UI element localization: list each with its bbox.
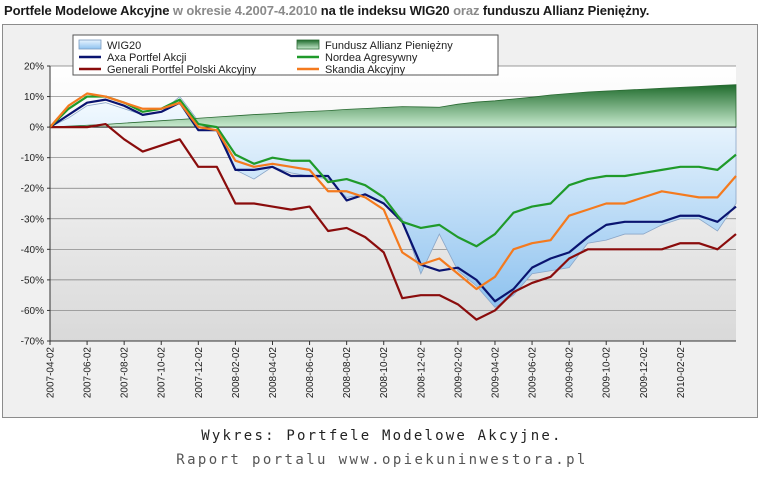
y-tick-label-9: -70%	[21, 337, 44, 348]
y-tick-label-7: -50%	[21, 275, 44, 286]
x-tick-label-9: 2008-10-02	[379, 347, 390, 399]
x-tick-label-3: 2007-10-02	[157, 347, 168, 399]
title-part-4: oraz	[449, 3, 483, 18]
line-series-4	[50, 122, 737, 321]
x-tick-label-12: 2009-04-02	[490, 347, 501, 399]
x-tick-label-16: 2009-12-02	[639, 347, 650, 399]
legend-label-3: Nordea Agresywny	[325, 52, 418, 64]
x-tick-label-5: 2008-02-02	[231, 347, 242, 399]
legend-label-4: Generali Portfel Polski Akcyjny	[107, 64, 257, 76]
y-tick-label-5: -30%	[21, 214, 44, 225]
legend-box	[72, 34, 499, 76]
legend-label-1: Fundusz Allianz Pieniężny	[325, 40, 453, 52]
y-tick-label-4: -20%	[21, 184, 44, 195]
x-tick-label-8: 2008-08-02	[342, 347, 353, 399]
x-tick-label-14: 2009-08-02	[565, 347, 576, 399]
legend-label-0: WIG20	[107, 40, 141, 52]
x-tick-label-1: 2007-06-02	[83, 347, 94, 399]
x-tick-label-15: 2009-10-02	[602, 347, 613, 399]
legend-swatch-1	[296, 39, 320, 50]
y-tick-label-3: -10%	[21, 153, 44, 164]
area-series-1	[49, 84, 737, 128]
title-part-3: na tle indeksu WIG20	[320, 3, 450, 18]
y-tick-label-8: -60%	[21, 306, 44, 317]
line-chart: 20%10%0%-10%-20%-30%-40%-50%-60%-70%2007…	[21, 34, 737, 399]
line-series-2	[49, 98, 737, 303]
y-tick-label-0: 20%	[24, 62, 44, 73]
x-tick-label-6: 2008-04-02	[268, 347, 279, 399]
x-tick-label-0: 2007-04-02	[46, 347, 57, 399]
x-tick-label-10: 2008-12-02	[416, 347, 427, 399]
chart-frame: 20% 10% 0% -10% -20% -30% -40% -50% -60% -70% 2007…	[2, 24, 758, 418]
title-part-2: w okresie 4.2007-4.2010	[169, 3, 321, 18]
line-series-5	[49, 92, 737, 291]
x-tick-label-7: 2008-06-02	[305, 347, 316, 399]
x-tick-label-11: 2009-02-02	[453, 347, 464, 399]
x-tick-label-4: 2007-12-02	[194, 347, 205, 399]
x-tick-label-13: 2009-06-02	[528, 347, 539, 399]
legend-label-2: Axa Portfel Akcji	[107, 52, 186, 64]
x-tick-label-17: 2010-02-02	[676, 347, 687, 399]
y-tick-label-1: 10%	[24, 92, 44, 103]
chart-title: Portfele Modelowe Akcyjne w okresie 4.20…	[4, 3, 649, 18]
title-part-1: Portfele Modelowe Akcyjne	[4, 3, 170, 18]
y-tick-label-2: 0%	[30, 123, 45, 134]
title-part-5: funduszu Allianz Pieniężny.	[482, 3, 650, 18]
y-tick-label-6: -40%	[21, 245, 44, 256]
legend-swatch-0	[78, 39, 102, 50]
legend-label-5: Skandia Akcyjny	[325, 64, 406, 76]
caption-line-1: Wykres: Portfele Modelowe Akcyjne.	[201, 428, 563, 444]
caption-line-2: Raport portalu www.opiekuninwestora.pl	[176, 452, 588, 468]
x-tick-label-2: 2007-08-02	[120, 347, 131, 399]
